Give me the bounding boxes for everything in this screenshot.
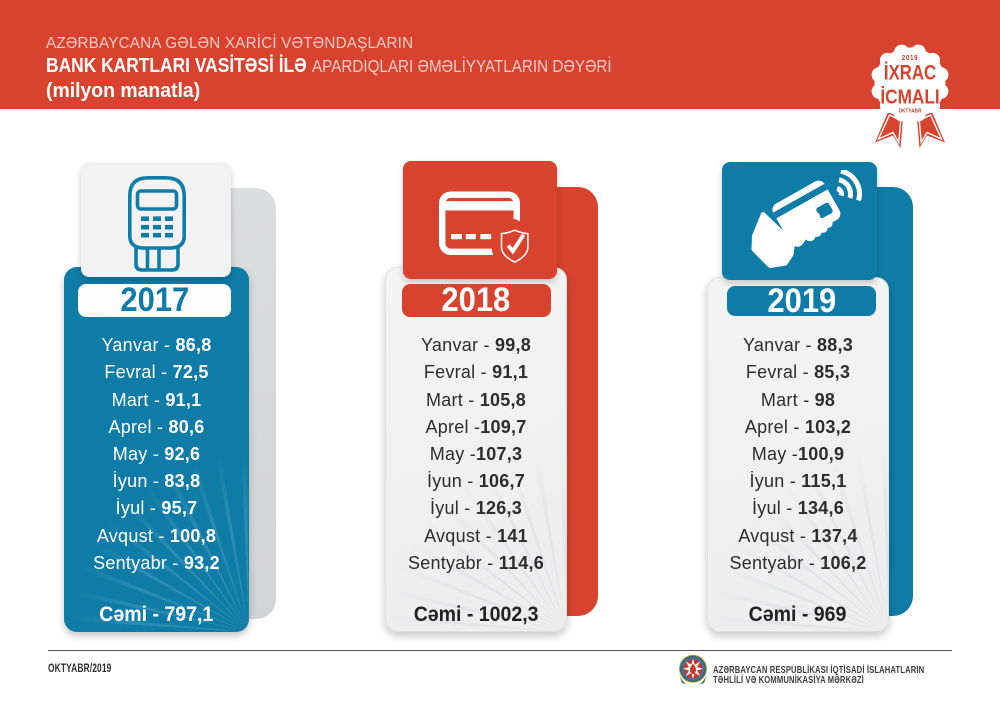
svg-text:İCMALI: İCMALI (880, 86, 939, 109)
svg-text:OKTYABR: OKTYABR (898, 108, 921, 114)
svg-text:2019: 2019 (902, 55, 918, 62)
svg-text:İXRAC: İXRAC (884, 62, 936, 85)
